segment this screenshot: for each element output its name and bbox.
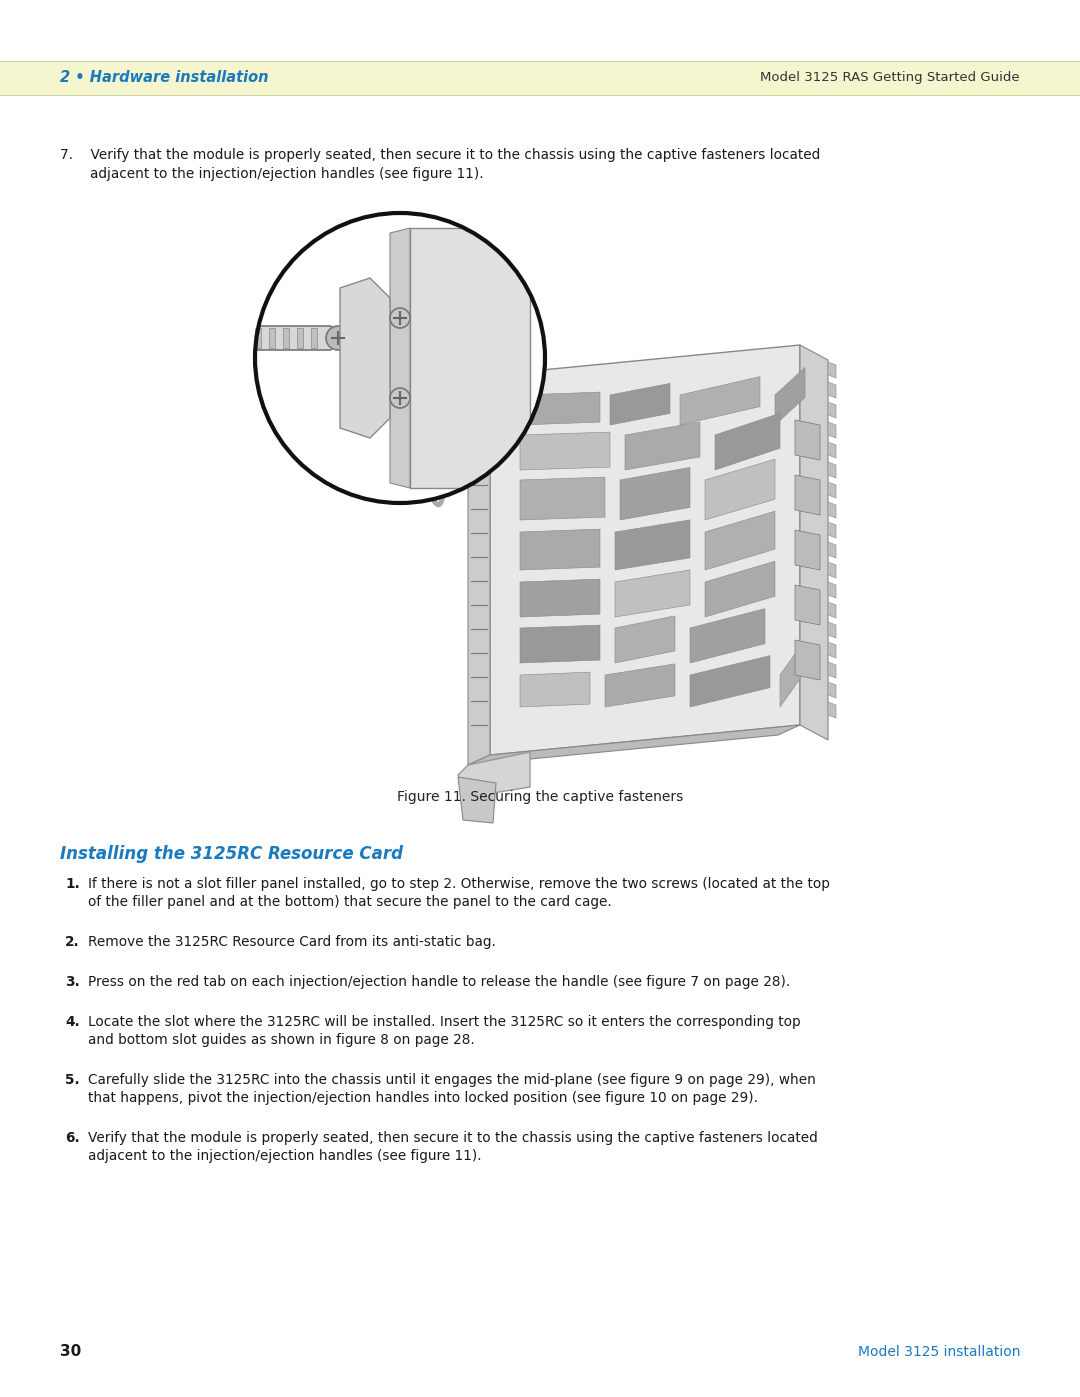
Polygon shape	[828, 482, 836, 497]
Circle shape	[255, 212, 545, 503]
Text: of the filler panel and at the bottom) that secure the panel to the card cage.: of the filler panel and at the bottom) t…	[87, 895, 611, 909]
Polygon shape	[519, 393, 600, 425]
Text: Installing the 3125RC Resource Card: Installing the 3125RC Resource Card	[60, 845, 403, 863]
Polygon shape	[828, 502, 836, 518]
Text: 3.: 3.	[65, 975, 80, 989]
Polygon shape	[828, 522, 836, 538]
Polygon shape	[705, 460, 775, 520]
Text: 2 • Hardware installation: 2 • Hardware installation	[60, 70, 269, 85]
Circle shape	[390, 307, 410, 328]
Polygon shape	[828, 441, 836, 458]
Text: Model 3125 installation: Model 3125 installation	[858, 1345, 1020, 1359]
Polygon shape	[828, 643, 836, 658]
Bar	[311, 328, 318, 348]
Polygon shape	[390, 228, 410, 488]
Polygon shape	[610, 383, 670, 425]
Polygon shape	[615, 520, 690, 570]
Text: 1.: 1.	[65, 877, 80, 891]
Circle shape	[326, 326, 350, 351]
Polygon shape	[519, 478, 605, 520]
Polygon shape	[828, 422, 836, 439]
Polygon shape	[828, 583, 836, 598]
Polygon shape	[795, 475, 820, 515]
Polygon shape	[715, 414, 780, 469]
Polygon shape	[490, 345, 800, 754]
Polygon shape	[458, 777, 496, 823]
Polygon shape	[828, 622, 836, 638]
Polygon shape	[468, 725, 800, 766]
Text: If there is not a slot filler panel installed, go to step 2. Otherwise, remove t: If there is not a slot filler panel inst…	[87, 877, 829, 891]
Polygon shape	[519, 624, 600, 664]
Polygon shape	[410, 228, 530, 488]
Polygon shape	[795, 529, 820, 570]
Text: Locate the slot where the 3125RC will be installed. Insert the 3125RC so it ente: Locate the slot where the 3125RC will be…	[87, 1016, 800, 1030]
Text: Verify that the module is properly seated, then secure it to the chassis using t: Verify that the module is properly seate…	[87, 1132, 818, 1146]
Polygon shape	[828, 381, 836, 398]
Polygon shape	[519, 672, 590, 707]
Text: 30: 30	[60, 1344, 81, 1359]
Text: 2.: 2.	[65, 935, 80, 949]
Text: 5.: 5.	[65, 1073, 80, 1087]
Polygon shape	[468, 374, 490, 766]
Polygon shape	[519, 580, 600, 617]
Text: adjacent to the injection/ejection handles (see figure 11).: adjacent to the injection/ejection handl…	[87, 1148, 482, 1162]
Polygon shape	[690, 609, 765, 664]
Bar	[297, 328, 303, 348]
Text: 7.    Verify that the module is properly seated, then secure it to the chassis u: 7. Verify that the module is properly se…	[60, 148, 820, 162]
Text: 6.: 6.	[65, 1132, 80, 1146]
Text: and bottom slot guides as shown in figure 8 on page 28.: and bottom slot guides as shown in figur…	[87, 1032, 475, 1046]
Polygon shape	[615, 570, 690, 617]
Polygon shape	[705, 562, 775, 617]
Polygon shape	[828, 462, 836, 478]
Polygon shape	[795, 585, 820, 624]
Polygon shape	[458, 752, 530, 798]
FancyBboxPatch shape	[248, 326, 332, 351]
Polygon shape	[780, 647, 800, 707]
Bar	[0, 61, 1080, 95]
Polygon shape	[705, 511, 775, 570]
Polygon shape	[800, 345, 828, 740]
Bar	[283, 328, 289, 348]
Polygon shape	[775, 367, 805, 425]
Polygon shape	[340, 278, 390, 439]
Polygon shape	[828, 682, 836, 698]
Text: Model 3125 RAS Getting Started Guide: Model 3125 RAS Getting Started Guide	[760, 71, 1020, 84]
Text: 4.: 4.	[65, 1016, 80, 1030]
Bar	[269, 328, 275, 348]
Polygon shape	[828, 662, 836, 678]
Bar	[255, 328, 261, 348]
Text: Press on the red tab on each injection/ejection handle to release the handle (se: Press on the red tab on each injection/e…	[87, 975, 791, 989]
Polygon shape	[828, 602, 836, 617]
Polygon shape	[615, 616, 675, 664]
Polygon shape	[620, 468, 690, 520]
Text: Remove the 3125RC Resource Card from its anti-static bag.: Remove the 3125RC Resource Card from its…	[87, 935, 496, 949]
Polygon shape	[828, 362, 836, 379]
Polygon shape	[828, 562, 836, 578]
Polygon shape	[828, 703, 836, 718]
Text: Carefully slide the 3125RC into the chassis until it engages the mid-plane (see : Carefully slide the 3125RC into the chas…	[87, 1073, 815, 1087]
Text: that happens, pivot the injection/ejection handles into locked position (see fig: that happens, pivot the injection/ejecti…	[87, 1091, 758, 1105]
Polygon shape	[680, 377, 760, 425]
Text: Figure 11. Securing the captive fasteners: Figure 11. Securing the captive fastener…	[396, 789, 684, 805]
Text: adjacent to the injection/ejection handles (see figure 11).: adjacent to the injection/ejection handl…	[90, 168, 484, 182]
Polygon shape	[519, 529, 600, 570]
Polygon shape	[828, 542, 836, 557]
Polygon shape	[519, 432, 610, 469]
Polygon shape	[463, 372, 540, 400]
Circle shape	[390, 388, 410, 408]
Polygon shape	[828, 402, 836, 418]
Polygon shape	[690, 655, 770, 707]
Polygon shape	[795, 420, 820, 460]
Polygon shape	[605, 664, 675, 707]
Polygon shape	[795, 640, 820, 680]
Polygon shape	[625, 422, 700, 469]
